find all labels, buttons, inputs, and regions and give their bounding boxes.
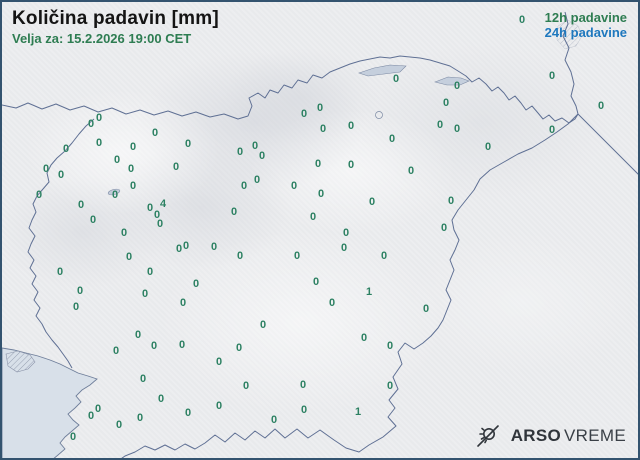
brand-vreme: VREME [564,426,626,445]
legend-item-12h[interactable]: 12h padavine [544,10,627,25]
legend-item-24h[interactable]: 24h padavine [544,25,627,40]
valid-time: Velja za: 15.2.2026 19:00 CET [12,30,192,46]
border-north-austria [2,55,579,124]
lake-small [375,111,383,119]
border-austria-hungary [562,11,579,115]
precip-legend: 12h padavine 24h padavine [545,10,627,40]
border-west-italy [27,118,95,369]
border-hungary-croatia [577,113,638,175]
map-header: Količina padavin [mm] Velja za: 15.2.202… [12,8,219,47]
map-title: Količina padavin [mm] [12,8,219,29]
city-hatch-trieste [5,350,36,373]
brand-arso: ARSO [510,426,562,445]
brand-text: ARSO VREME [511,426,626,446]
arso-vreme-logo[interactable]: ARSO VREME [474,422,626,450]
sea-shape [2,347,98,458]
border-slovenia-croatia [121,113,579,458]
lake-klopeiner [434,76,470,86]
lake-woerthersee [358,64,407,77]
sun-icon [476,425,499,447]
city-hatch-northeast [556,19,583,50]
lake-bohinj [107,188,121,196]
